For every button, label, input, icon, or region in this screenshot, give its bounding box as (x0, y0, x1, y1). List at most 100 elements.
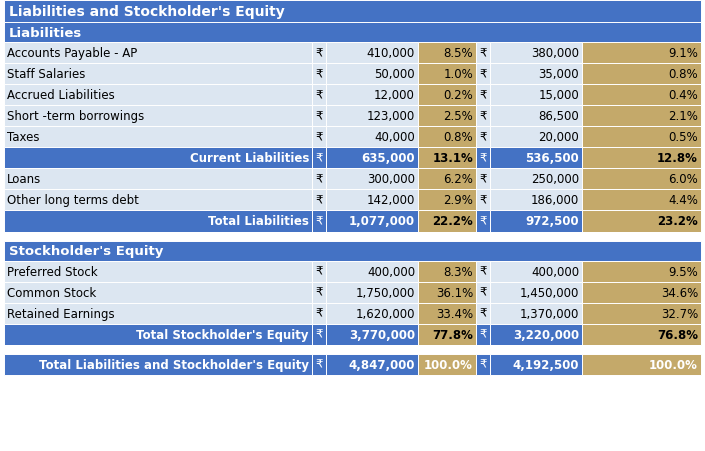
Bar (4, 232, 701, 241)
Bar (476, 324, 490, 345)
Text: 3,770,000: 3,770,000 (349, 328, 415, 341)
Text: 100.0%: 100.0% (424, 358, 473, 371)
Bar (582, 303, 701, 324)
Bar (326, 106, 418, 127)
Bar (476, 303, 490, 324)
Text: Total Liabilities and Stockholder's Equity: Total Liabilities and Stockholder's Equi… (39, 358, 309, 371)
Bar (582, 106, 701, 127)
Text: ₹: ₹ (315, 358, 322, 371)
Text: 100.0%: 100.0% (649, 358, 698, 371)
Text: 0.4%: 0.4% (668, 89, 698, 102)
Text: ₹: ₹ (315, 194, 322, 207)
Bar (326, 261, 418, 282)
Text: 36.1%: 36.1% (436, 286, 473, 299)
Bar (312, 190, 326, 211)
Text: 22.2%: 22.2% (432, 215, 473, 228)
Text: ₹: ₹ (315, 89, 322, 102)
Bar (418, 64, 476, 85)
Text: ₹: ₹ (479, 68, 486, 81)
Bar (490, 190, 582, 211)
Bar (4, 1, 701, 23)
Bar (4, 354, 312, 375)
Bar (582, 43, 701, 64)
Text: Accounts Payable - AP: Accounts Payable - AP (7, 47, 137, 60)
Text: 1,077,000: 1,077,000 (349, 215, 415, 228)
Text: ₹: ₹ (479, 152, 486, 165)
Bar (326, 85, 418, 106)
Bar (490, 324, 582, 345)
Text: 1,450,000: 1,450,000 (520, 286, 579, 299)
Text: Total Liabilities: Total Liabilities (208, 215, 309, 228)
Bar (326, 354, 418, 375)
Bar (418, 211, 476, 232)
Bar (476, 190, 490, 211)
Bar (418, 85, 476, 106)
Bar (312, 127, 326, 148)
Text: Accrued Liabilities: Accrued Liabilities (7, 89, 115, 102)
Bar (582, 190, 701, 211)
Text: 536,500: 536,500 (525, 152, 579, 165)
Bar (312, 211, 326, 232)
Bar (476, 64, 490, 85)
Bar (418, 282, 476, 303)
Text: 123,000: 123,000 (367, 110, 415, 123)
Bar (490, 303, 582, 324)
Bar (476, 282, 490, 303)
Bar (476, 169, 490, 190)
Bar (490, 354, 582, 375)
Text: 3,220,000: 3,220,000 (513, 328, 579, 341)
Text: Preferred Stock: Preferred Stock (7, 265, 97, 278)
Text: 4,847,000: 4,847,000 (348, 358, 415, 371)
Text: ₹: ₹ (479, 173, 486, 186)
Text: 1,750,000: 1,750,000 (355, 286, 415, 299)
Bar (4, 127, 312, 148)
Text: 8.3%: 8.3% (443, 265, 473, 278)
Text: Liabilities: Liabilities (9, 27, 82, 40)
Bar (418, 261, 476, 282)
Text: ₹: ₹ (315, 173, 322, 186)
Text: 9.1%: 9.1% (668, 47, 698, 60)
Bar (4, 85, 312, 106)
Bar (4, 261, 312, 282)
Bar (476, 106, 490, 127)
Bar (582, 282, 701, 303)
Text: 380,000: 380,000 (531, 47, 579, 60)
Bar (582, 211, 701, 232)
Bar (326, 169, 418, 190)
Bar (312, 64, 326, 85)
Bar (476, 43, 490, 64)
Bar (418, 106, 476, 127)
Text: 13.1%: 13.1% (432, 152, 473, 165)
Text: 32.7%: 32.7% (661, 307, 698, 320)
Text: ₹: ₹ (479, 89, 486, 102)
Text: ₹: ₹ (315, 286, 322, 299)
Bar (326, 64, 418, 85)
Text: 6.0%: 6.0% (668, 173, 698, 186)
Bar (418, 127, 476, 148)
Bar (326, 190, 418, 211)
Text: ₹: ₹ (315, 68, 322, 81)
Text: 15,000: 15,000 (538, 89, 579, 102)
Text: 300,000: 300,000 (367, 173, 415, 186)
Bar (476, 85, 490, 106)
Text: ₹: ₹ (479, 47, 486, 60)
Text: Taxes: Taxes (7, 131, 39, 144)
Text: ₹: ₹ (479, 131, 486, 144)
Text: ₹: ₹ (315, 47, 322, 60)
Bar (582, 324, 701, 345)
Bar (4, 211, 312, 232)
Text: 2.1%: 2.1% (668, 110, 698, 123)
Bar (490, 106, 582, 127)
Bar (490, 169, 582, 190)
Text: Liabilities and Stockholder's Equity: Liabilities and Stockholder's Equity (9, 5, 285, 19)
Bar (326, 303, 418, 324)
Text: 250,000: 250,000 (531, 173, 579, 186)
Bar (312, 169, 326, 190)
Bar (4, 106, 312, 127)
Bar (490, 127, 582, 148)
Text: 4.4%: 4.4% (668, 194, 698, 207)
Bar (4, 303, 312, 324)
Text: 1,370,000: 1,370,000 (520, 307, 579, 320)
Bar (418, 303, 476, 324)
Bar (476, 148, 490, 169)
